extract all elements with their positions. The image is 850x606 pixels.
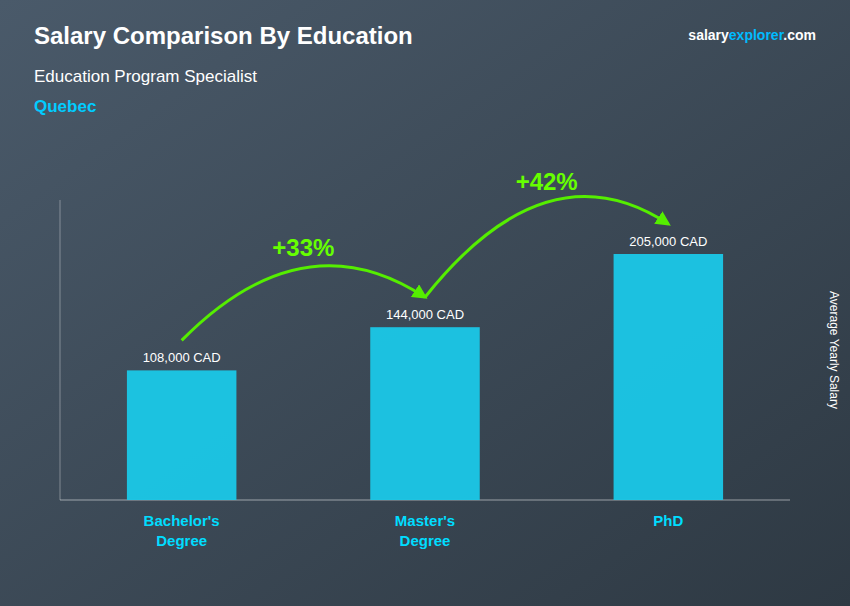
value-label: 108,000 CAD: [143, 350, 221, 365]
x-tick-label: Bachelor'sDegree: [144, 512, 220, 549]
bar: [370, 327, 480, 500]
subtitle: Education Program Specialist: [34, 67, 257, 86]
watermark-part: salary: [688, 27, 729, 43]
title: Salary Comparison By Education: [34, 22, 413, 49]
change-arrow: [182, 266, 425, 341]
bar: [127, 370, 236, 500]
bars: [127, 254, 723, 500]
change-label: +33%: [272, 234, 334, 261]
bar: [614, 254, 724, 500]
subtitle: Quebec: [34, 97, 96, 116]
watermark-part: explorer: [729, 27, 785, 43]
watermark: salaryexplorer.com: [688, 27, 816, 43]
y-axis-line: [60, 200, 61, 500]
y-axis-label: Average Yearly Salary: [827, 291, 841, 409]
chart-container: Salary Comparison By Education Education …: [0, 0, 850, 606]
watermark-part: .com: [783, 27, 816, 43]
chart: Salary Comparison By Education Education …: [0, 0, 850, 606]
change-arrow: [425, 197, 668, 298]
value-label: 144,000 CAD: [386, 307, 464, 322]
value-label: 205,000 CAD: [629, 234, 707, 249]
x-tick-label: PhD: [653, 512, 683, 529]
background: [0, 0, 850, 606]
change-label: +42%: [516, 168, 578, 195]
x-tick-label: Master'sDegree: [395, 512, 455, 549]
